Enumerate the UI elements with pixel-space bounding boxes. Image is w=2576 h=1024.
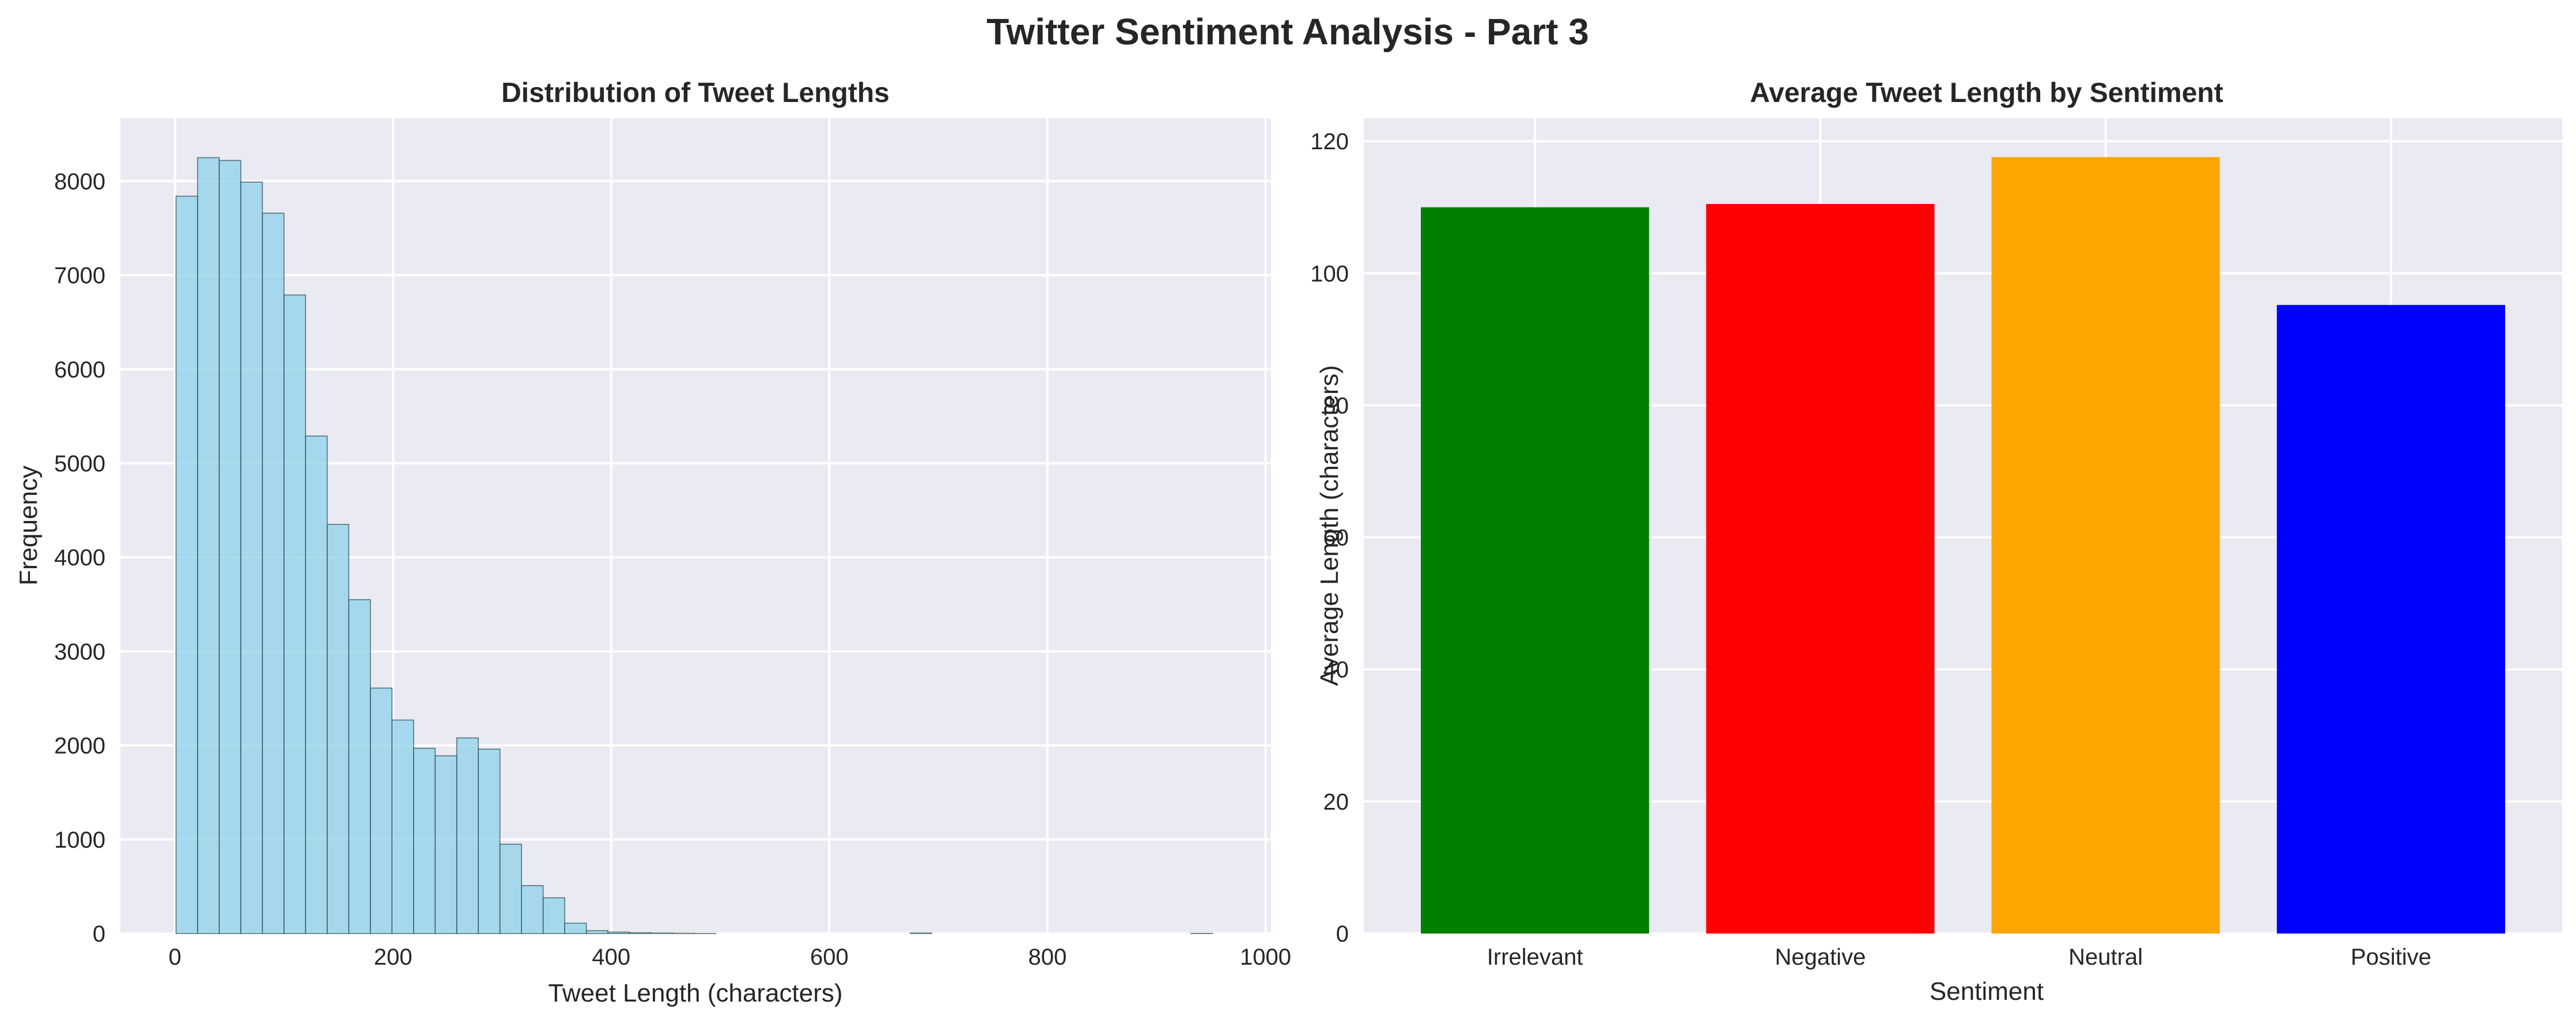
histogram-bar	[478, 749, 501, 934]
bar-chart-y-tick-label: 20	[1323, 789, 1349, 815]
histogram-y-tick-label: 5000	[54, 451, 105, 477]
histogram-y-tick-label: 3000	[54, 639, 105, 664]
figure-title: Twitter Sentiment Analysis - Part 3	[986, 11, 1589, 52]
histogram-bar	[499, 844, 523, 934]
histogram-bar	[434, 755, 457, 934]
histogram-bar	[197, 157, 220, 934]
histogram-bar	[283, 294, 307, 934]
histogram-y-axis-label: Frequency	[14, 466, 43, 585]
bar-chart-x-axis-label: Sentiment	[1930, 977, 2044, 1006]
bar-chart-y-axis-label: Average Length (characters)	[1315, 365, 1344, 686]
bar-chart-title: Average Tweet Length by Sentiment	[1750, 78, 2223, 108]
histogram-bar	[305, 435, 328, 934]
histogram-bar	[327, 524, 350, 934]
histogram-bar	[521, 885, 544, 934]
histogram-bar	[175, 195, 198, 934]
histogram-bar	[910, 932, 933, 934]
histogram-bar	[564, 923, 587, 934]
bar-chart-y-tick-label: 60	[1323, 526, 1349, 551]
bar-irrelevant	[1421, 207, 1650, 934]
histogram-bar	[629, 932, 652, 934]
histogram-x-tick-label: 800	[1028, 944, 1067, 970]
bar-chart-y-tick-label: 0	[1336, 921, 1349, 947]
histogram-y-tick-label: 8000	[54, 169, 105, 194]
histogram-bar	[240, 182, 263, 934]
histogram-bar	[585, 930, 608, 934]
histogram-bar	[542, 897, 565, 934]
bar-chart-x-tick-label: Irrelevant	[1487, 944, 1583, 970]
histogram-bar	[262, 213, 285, 934]
bar-chart-y-tick-label: 40	[1323, 658, 1349, 683]
histogram-y-tick-label: 1000	[54, 827, 105, 853]
histogram-y-tick-labels: 0 1000 2000 3000 4000 5000 6000 7000 8000	[54, 169, 105, 947]
histogram-title: Distribution of Tweet Lengths	[501, 78, 890, 108]
histogram-bar	[456, 737, 479, 934]
histogram-bar	[348, 599, 371, 934]
histogram-y-tick-label: 0	[93, 921, 105, 947]
histogram-x-tick-labels: 0 200 400 600 800 1000	[169, 944, 1292, 970]
bar-chart-x-tick-label: Negative	[1775, 944, 1866, 970]
bar-neutral	[1991, 157, 2220, 934]
histogram-x-tick-label: 0	[169, 944, 181, 970]
histogram-x-tick-label: 600	[810, 944, 849, 970]
bar-chart-panel: Irrelevant Negative Neutral Positive 0 20 40 6…	[1310, 78, 2562, 1006]
histogram-bar	[650, 932, 674, 934]
bar-chart-x-tick-label: Positive	[2351, 944, 2431, 970]
histogram-bars	[175, 157, 1213, 934]
histogram-y-tick-label: 6000	[54, 357, 105, 383]
histogram-y-tick-label: 2000	[54, 734, 105, 759]
histogram-bar	[607, 931, 630, 934]
histogram-x-tick-label: 1000	[1240, 944, 1291, 970]
bar-chart-bars	[1421, 157, 2505, 934]
histogram-x-axis-label: Tweet Length (characters)	[548, 979, 842, 1007]
histogram-bar	[413, 747, 436, 934]
bar-negative	[1706, 203, 1935, 934]
histogram-x-tick-label: 200	[374, 944, 413, 970]
bar-chart-y-tick-labels: 0 20 40 60 80 100 120	[1310, 129, 1349, 947]
histogram-bar	[370, 687, 393, 934]
histogram-x-tick-label: 400	[592, 944, 630, 970]
bar-chart-x-tick-label: Neutral	[2068, 944, 2143, 970]
histogram-bar	[391, 719, 414, 934]
bar-chart-y-tick-label: 120	[1310, 129, 1349, 154]
histogram-y-tick-label: 4000	[54, 545, 105, 570]
histogram-panel: 0 200 400 600 800 1000 0 1000 2000 3000 4000 5000 6…	[14, 78, 1291, 1007]
histogram-bar	[218, 160, 241, 934]
bar-chart-y-tick-label: 100	[1310, 261, 1349, 286]
bar-chart-x-tick-labels: Irrelevant Negative Neutral Positive	[1487, 944, 2431, 970]
bar-chart-y-tick-label: 80	[1323, 393, 1349, 418]
bar-positive	[2276, 305, 2505, 934]
histogram-y-tick-label: 7000	[54, 263, 105, 289]
